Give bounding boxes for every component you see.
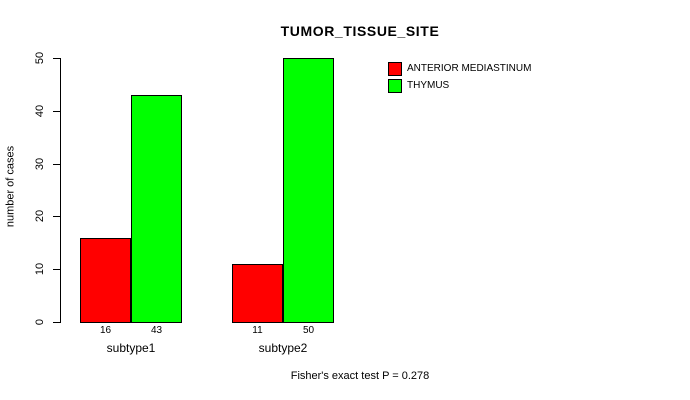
bar-value-label: 50 xyxy=(302,325,315,336)
y-axis-tick xyxy=(53,322,60,323)
chart-title: TUMOR_TISSUE_SITE xyxy=(280,23,440,39)
y-axis-tick-label: 50 xyxy=(34,51,46,65)
bar-anterior-mediastinum xyxy=(80,238,131,323)
y-axis-tick-label: 30 xyxy=(34,157,46,171)
y-axis-tick-label: 40 xyxy=(34,104,46,118)
legend-swatch-icon xyxy=(388,61,402,76)
y-axis-tick-label: 20 xyxy=(34,209,46,223)
y-axis-tick xyxy=(53,269,60,270)
legend-swatch-icon xyxy=(388,78,402,93)
fisher-test-annotation: Fisher's exact test P = 0.278 xyxy=(290,370,430,382)
legend-row: ANTERIOR MEDIASTINUM xyxy=(388,61,532,76)
y-axis-tick xyxy=(53,111,60,112)
bar-anterior-mediastinum xyxy=(232,264,283,323)
y-axis-label: number of cases xyxy=(4,145,17,228)
legend: ANTERIOR MEDIASTINUM THYMUS xyxy=(388,61,532,93)
x-axis-category-label: subtype2 xyxy=(258,341,308,355)
bar-thymus xyxy=(283,58,334,323)
y-axis-tick-label: 0 xyxy=(34,318,46,326)
legend-row: THYMUS xyxy=(388,78,531,93)
legend-label: ANTERIOR MEDIASTINUM xyxy=(407,63,532,74)
y-axis-tick-label: 10 xyxy=(34,262,46,276)
bar-value-label: 11 xyxy=(252,325,263,336)
x-axis-category-label: subtype1 xyxy=(106,341,156,355)
legend-label: THYMUS xyxy=(407,80,450,91)
bar-value-label: 43 xyxy=(150,325,163,336)
bar-thymus xyxy=(131,95,182,323)
y-axis-line xyxy=(60,58,61,323)
bar-value-label: 16 xyxy=(99,325,112,336)
y-axis-tick xyxy=(53,164,60,165)
y-axis-tick xyxy=(53,58,60,59)
y-axis-tick xyxy=(53,216,60,217)
